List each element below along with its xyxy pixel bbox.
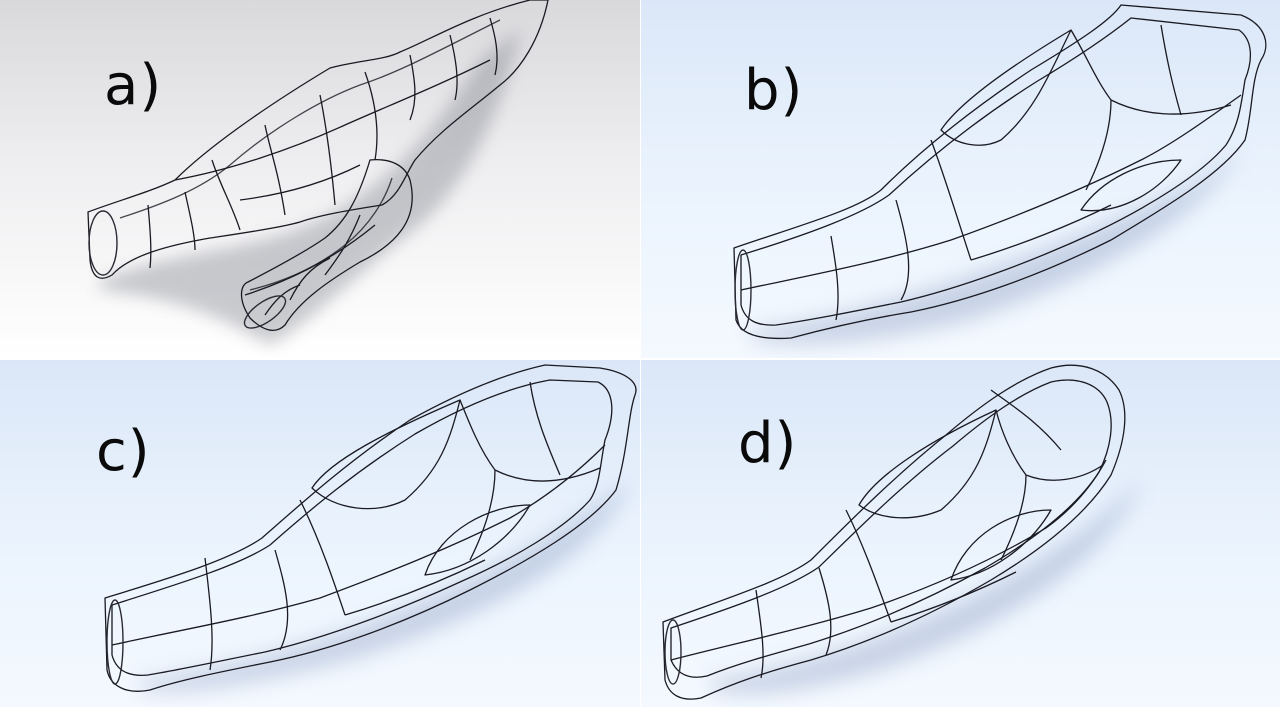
panel-d: d) — [641, 360, 1280, 707]
model-c-shell — [104, 364, 637, 692]
model-a-bifurcated-shell — [87, 0, 549, 345]
panel-a: a) — [0, 0, 640, 358]
model-b-shell — [733, 4, 1267, 344]
panel-label-d: d) — [738, 411, 798, 476]
panel-c: c) — [0, 360, 640, 707]
model-d-shell — [662, 364, 1141, 700]
panel-label-a: a) — [104, 53, 163, 118]
panel-label-c: c) — [96, 419, 151, 484]
panel-b: b) — [641, 0, 1280, 358]
panel-label-b: b) — [744, 58, 804, 123]
